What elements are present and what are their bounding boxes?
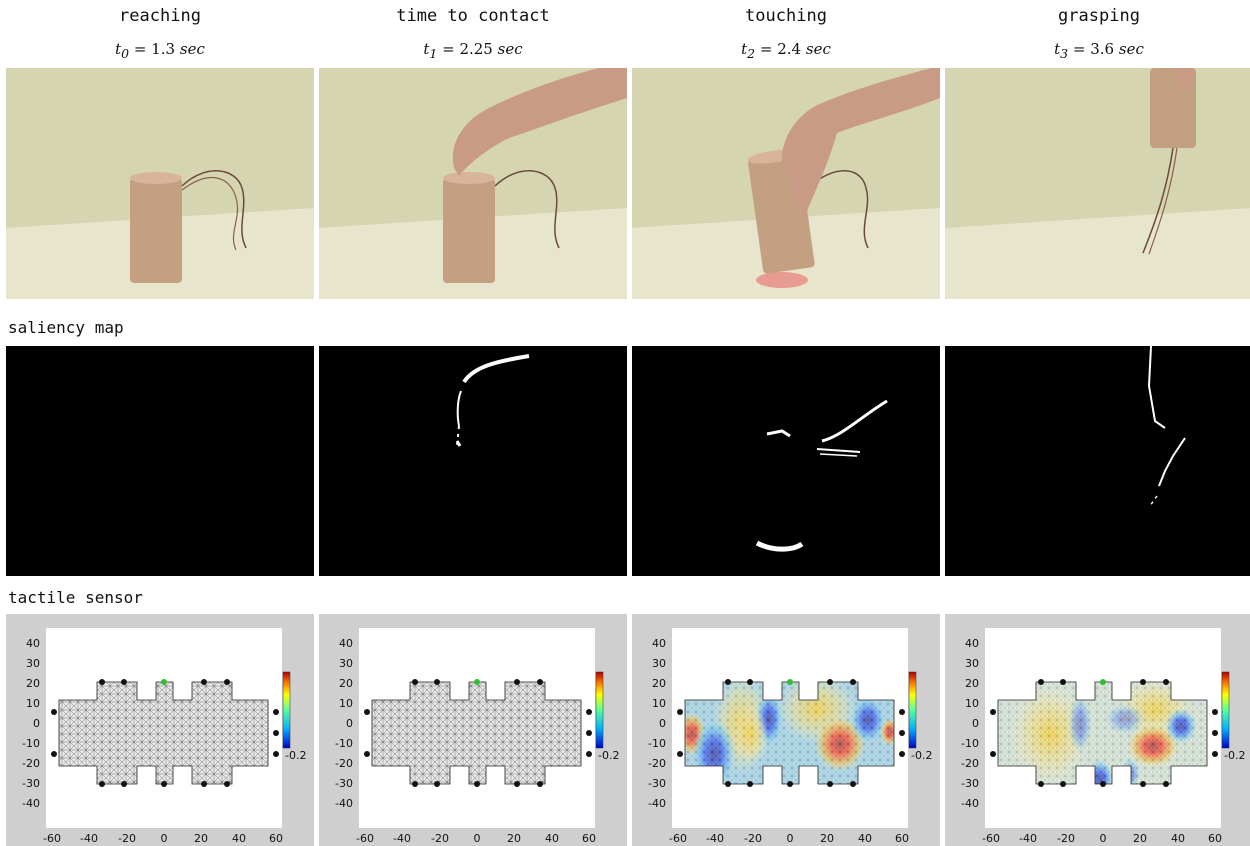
photo-touching (632, 68, 940, 299)
y-tick-label: -40 (22, 797, 40, 810)
photo-reaching (6, 68, 314, 299)
y-tick-label: 30 (26, 657, 40, 670)
x-tick-label: -20 (1057, 832, 1075, 845)
x-tick-label: 0 (474, 832, 481, 845)
column-title: grasping (1058, 6, 1140, 26)
y-tick-label: 10 (652, 697, 666, 710)
saliency-map-grasping (945, 346, 1250, 576)
row-label-tactile-sensor: tactile sensor (8, 588, 143, 607)
column-time: t3 = 3.6 sec (1054, 40, 1144, 61)
y-tick-label: 20 (26, 677, 40, 690)
x-tick-label: 40 (545, 832, 559, 845)
y-tick-label: 30 (965, 657, 979, 670)
tactile-plot-touching: -0.2 40 30 20 10 0 -10 -20 -30 -40 -60 -… (632, 614, 940, 846)
column-title: touching (745, 6, 827, 26)
x-tick-label: -20 (744, 832, 762, 845)
photo-grasping (945, 68, 1250, 299)
y-tick-label: 40 (339, 637, 353, 650)
y-tick-label: 10 (339, 697, 353, 710)
y-tick-label: -40 (335, 797, 353, 810)
y-tick-label: -40 (961, 797, 979, 810)
saliency-map-touching (632, 346, 940, 576)
y-tick-label: -30 (961, 777, 979, 790)
column-title: time to contact (396, 6, 550, 26)
y-tick-label: -30 (22, 777, 40, 790)
x-tick-label: 40 (1171, 832, 1185, 845)
saliency-map-reaching (6, 346, 314, 576)
y-tick-label: 20 (652, 677, 666, 690)
x-tick-label: 60 (269, 832, 283, 845)
y-tick-label: 0 (659, 717, 666, 730)
y-tick-label: -20 (648, 757, 666, 770)
colorbar-min-label: -0.2 (598, 749, 619, 762)
x-tick-label: 0 (787, 832, 794, 845)
tactile-plot-grasping: -0.2 40 30 20 10 0 -10 -20 -30 -40 -60 -… (945, 614, 1250, 846)
tactile-plot-reaching: -0.2 40 30 20 10 0 -10 -20 -30 -40 -60 -… (6, 614, 314, 846)
y-tick-label: -20 (335, 757, 353, 770)
photo-time-to-contact (319, 68, 627, 299)
column-time: t1 = 2.25 sec (423, 40, 523, 61)
y-tick-label: -30 (648, 777, 666, 790)
x-tick-label: 0 (161, 832, 168, 845)
y-tick-label: -10 (648, 737, 666, 750)
y-tick-label: 20 (965, 677, 979, 690)
y-tick-label: 30 (339, 657, 353, 670)
tactile-plot-time-to-contact: -0.2 40 30 20 10 0 -10 -20 -30 -40 -60 -… (319, 614, 627, 846)
y-tick-label: -10 (961, 737, 979, 750)
y-tick-label: 30 (652, 657, 666, 670)
y-tick-label: 0 (346, 717, 353, 730)
x-tick-label: 60 (1208, 832, 1222, 845)
x-tick-label: 20 (507, 832, 521, 845)
colorbar-min-label: -0.2 (1224, 749, 1245, 762)
y-tick-label: -20 (22, 757, 40, 770)
y-tick-label: -40 (648, 797, 666, 810)
y-tick-label: -10 (335, 737, 353, 750)
x-tick-label: 0 (1100, 832, 1107, 845)
x-tick-label: 60 (582, 832, 596, 845)
y-tick-label: -30 (335, 777, 353, 790)
y-tick-label: 10 (965, 697, 979, 710)
saliency-map-time-to-contact (319, 346, 627, 576)
x-tick-label: 60 (895, 832, 909, 845)
y-tick-label: -10 (22, 737, 40, 750)
x-tick-label: -40 (393, 832, 411, 845)
x-tick-label: -20 (431, 832, 449, 845)
colorbar-min-label: -0.2 (285, 749, 306, 762)
column-time: t2 = 2.4 sec (741, 40, 831, 61)
x-tick-label: 20 (820, 832, 834, 845)
x-tick-label: -60 (982, 832, 1000, 845)
column-title: reaching (119, 6, 201, 26)
x-tick-label: -40 (1019, 832, 1037, 845)
colorbar-min-label: -0.2 (911, 749, 932, 762)
y-tick-label: 20 (339, 677, 353, 690)
y-tick-label: -20 (961, 757, 979, 770)
x-tick-label: -40 (80, 832, 98, 845)
x-tick-label: -60 (356, 832, 374, 845)
x-tick-label: -40 (706, 832, 724, 845)
y-tick-label: 40 (652, 637, 666, 650)
y-tick-label: 0 (33, 717, 40, 730)
x-tick-label: 20 (1133, 832, 1147, 845)
y-tick-label: 10 (26, 697, 40, 710)
x-tick-label: 40 (232, 832, 246, 845)
x-tick-label: 40 (858, 832, 872, 845)
x-tick-label: 20 (194, 832, 208, 845)
x-tick-label: -60 (43, 832, 61, 845)
y-tick-label: 40 (26, 637, 40, 650)
x-tick-label: -60 (669, 832, 687, 845)
row-label-saliency-map: saliency map (8, 318, 124, 337)
column-time: t0 = 1.3 sec (115, 40, 205, 61)
y-tick-label: 40 (965, 637, 979, 650)
y-tick-label: 0 (972, 717, 979, 730)
x-tick-label: -20 (118, 832, 136, 845)
